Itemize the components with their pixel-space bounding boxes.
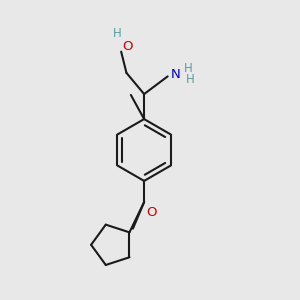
Text: O: O	[123, 40, 133, 53]
Text: O: O	[146, 206, 157, 219]
Text: H: H	[184, 61, 193, 75]
Text: N: N	[171, 68, 181, 81]
Text: H: H	[113, 28, 122, 40]
Text: H: H	[186, 74, 195, 86]
